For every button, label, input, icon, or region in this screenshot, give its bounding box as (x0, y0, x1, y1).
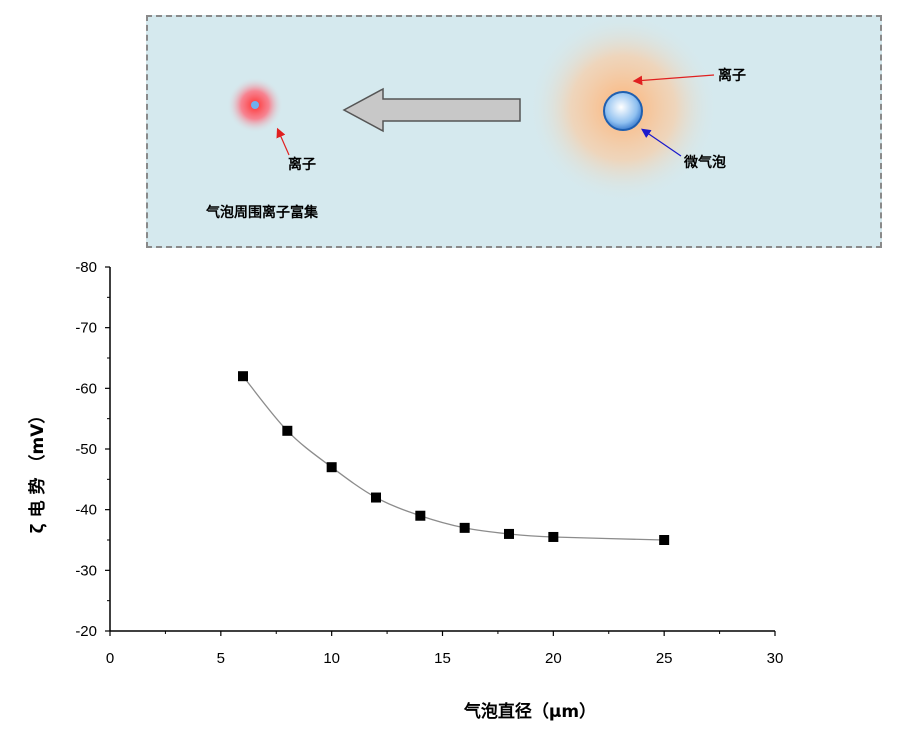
x-tick-label: 0 (106, 650, 114, 667)
data-point (548, 531, 559, 542)
diagram-caption: 气泡周围离子富集 (205, 204, 319, 221)
small-bubble-left (251, 101, 259, 109)
zeta-potential-chart: -80 -70 -60 -50 -40 -30 -20 0 5 10 15 20 25 30 气泡直径（… (27, 259, 784, 722)
x-tick-label: 5 (217, 650, 225, 667)
x-tick-label: 15 (434, 650, 451, 667)
data-point (659, 535, 670, 545)
x-axis-label: 气泡直径（μm） (463, 701, 596, 722)
movement-arrow-icon (342, 87, 521, 133)
data-point (371, 492, 381, 503)
series-line (242, 375, 665, 541)
y-tick-label: -20 (75, 623, 97, 640)
bubble-ion-diagram: 离子 微气泡 离子 气泡周围离子富集 (146, 13, 882, 248)
data-point (459, 522, 470, 533)
ion-pointer-right (632, 74, 715, 86)
y-tick-label: -80 (75, 259, 97, 276)
x-tick-label: 20 (545, 650, 562, 667)
x-tick-label: 30 (767, 650, 784, 667)
ion-pointer-left (276, 127, 290, 156)
y-tick-label: -40 (75, 502, 97, 519)
x-tick-label: 10 (323, 650, 340, 667)
y-tick-label: -50 (75, 441, 97, 458)
data-point (238, 371, 248, 382)
y-tick-label: -60 (75, 380, 97, 397)
ion-label-left: 离子 (288, 156, 316, 173)
microbubble (603, 91, 643, 131)
axes (109, 267, 775, 632)
x-tick-label: 25 (656, 650, 673, 667)
y-axis-label: ζ 电 势 （mV） (27, 407, 48, 534)
y-tick-label: -30 (75, 562, 97, 579)
series-1 (238, 371, 670, 545)
data-point (504, 528, 514, 539)
y-tick-label: -70 (75, 320, 97, 337)
y-axis-ticks: -80 -70 -60 -50 -40 -30 -20 (75, 259, 110, 640)
data-point (326, 462, 337, 473)
x-axis-ticks: 0 5 10 15 20 25 30 (106, 631, 784, 667)
data-point (415, 510, 426, 521)
diagram-canvas: 离子 微气泡 离子 气泡周围离子富集 (205, 13, 746, 221)
microbubble-label: 微气泡 (683, 154, 726, 171)
bubble-pointer (641, 128, 682, 157)
data-point (282, 425, 293, 436)
ion-label-right: 离子 (718, 67, 746, 84)
